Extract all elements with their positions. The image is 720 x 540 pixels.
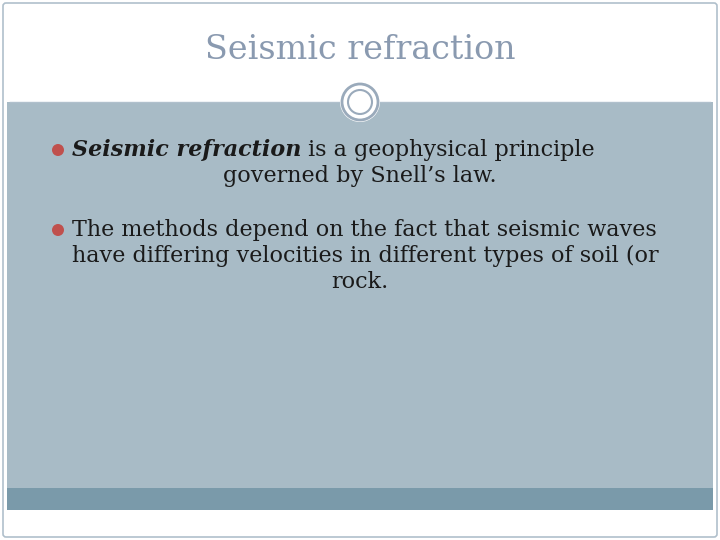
FancyBboxPatch shape [7,102,713,510]
Text: Seismic refraction: Seismic refraction [72,139,302,161]
FancyBboxPatch shape [3,3,717,537]
Text: is a geophysical principle: is a geophysical principle [302,139,595,161]
Circle shape [340,82,380,122]
Text: rock.: rock. [331,271,389,293]
FancyBboxPatch shape [7,7,713,100]
Circle shape [52,224,64,236]
Text: The methods depend on the fact that seismic waves: The methods depend on the fact that seis… [72,219,657,241]
Text: governed by Snell’s law.: governed by Snell’s law. [223,165,497,187]
Circle shape [52,144,64,156]
Text: Seismic refraction: Seismic refraction [204,34,516,66]
Text: have differing velocities in different types of soil (or: have differing velocities in different t… [72,245,659,267]
FancyBboxPatch shape [7,488,713,510]
